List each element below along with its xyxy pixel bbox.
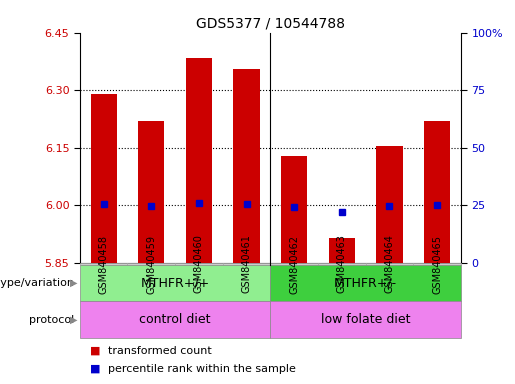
Bar — [281, 156, 307, 263]
Text: control diet: control diet — [140, 313, 211, 326]
Text: GSM840465: GSM840465 — [432, 235, 442, 293]
Bar — [424, 121, 450, 263]
Text: MTHFR+/+: MTHFR+/+ — [141, 277, 210, 290]
Bar — [91, 94, 117, 263]
Text: ■: ■ — [90, 346, 100, 356]
Bar — [186, 58, 212, 263]
Text: protocol: protocol — [29, 314, 75, 325]
Text: GSM840463: GSM840463 — [337, 235, 347, 293]
Text: GSM840458: GSM840458 — [99, 235, 109, 293]
Text: GSM840464: GSM840464 — [385, 235, 394, 293]
Bar — [376, 146, 403, 263]
Bar — [233, 69, 260, 263]
Text: GSM840459: GSM840459 — [146, 235, 156, 293]
Text: GSM840462: GSM840462 — [289, 235, 299, 293]
Text: GSM840461: GSM840461 — [242, 235, 251, 293]
Text: percentile rank within the sample: percentile rank within the sample — [108, 364, 296, 374]
Bar — [138, 121, 164, 263]
Text: MTHFR+/-: MTHFR+/- — [334, 277, 397, 290]
Title: GDS5377 / 10544788: GDS5377 / 10544788 — [196, 16, 345, 30]
Text: GSM840460: GSM840460 — [194, 235, 204, 293]
Text: genotype/variation: genotype/variation — [0, 278, 75, 288]
Text: low folate diet: low folate diet — [321, 313, 410, 326]
Text: ▶: ▶ — [70, 314, 77, 325]
Text: ■: ■ — [90, 364, 100, 374]
Bar — [329, 238, 355, 263]
Text: transformed count: transformed count — [108, 346, 212, 356]
Text: ▶: ▶ — [70, 278, 77, 288]
